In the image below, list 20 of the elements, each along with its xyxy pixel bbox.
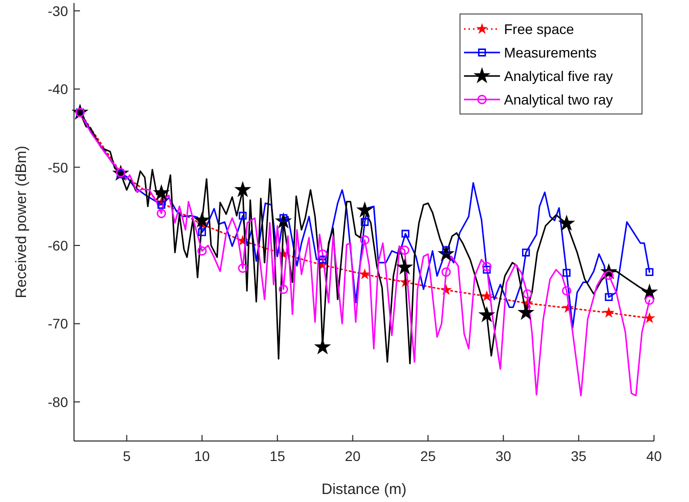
y-tick-label: -70 [48,316,68,332]
legend-label: Free space [504,21,574,37]
x-tick-label: 10 [194,448,210,464]
x-tick-label: 5 [122,448,131,464]
legend-label: Analytical five ray [504,68,613,84]
x-tick-label: 20 [344,448,361,464]
y-tick-label: -60 [48,237,68,254]
legend-label: Analytical two ray [504,92,613,108]
y-tick-label: -50 [48,159,68,176]
x-axis-title: Distance (m) [321,481,407,498]
x-tick-label: 40 [646,448,662,464]
y-axis-title: Received power (dBm) [13,146,30,298]
x-tick-label: 15 [270,448,286,464]
y-tick-label: -80 [48,394,68,410]
y-tick-label: -40 [48,81,68,98]
legend-label: Measurements [504,44,597,60]
x-tick-label: 30 [496,448,512,464]
x-tick-label: 35 [570,448,587,464]
y-tick-label: -30 [48,2,68,19]
x-tick-label: 25 [420,448,436,464]
